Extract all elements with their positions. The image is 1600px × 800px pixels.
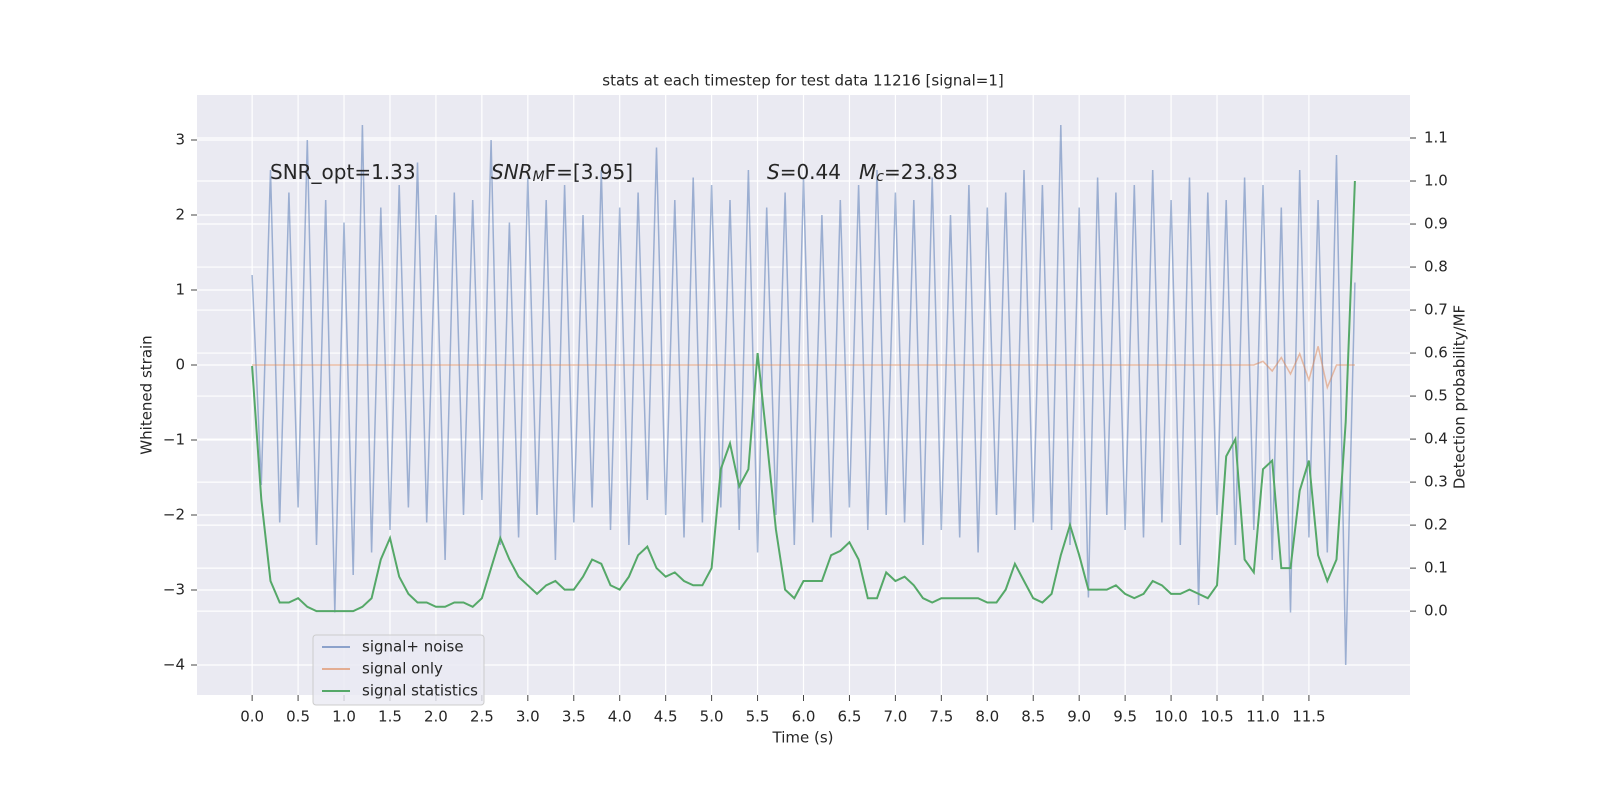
x-tick-label: 6.0 [792, 708, 816, 726]
annotation-part: F=[3.95] [545, 160, 633, 184]
legend-label: signal only [362, 660, 443, 678]
y2-tick-label: 0.0 [1424, 602, 1448, 620]
x-tick-label: 10.0 [1154, 708, 1187, 726]
y2-tick-label: 0.3 [1424, 473, 1448, 491]
annotation-part: M [533, 169, 545, 185]
y2-tick-label: 0.4 [1424, 430, 1448, 448]
x-tick-label: 1.5 [378, 708, 402, 726]
x-tick-label: 9.0 [1067, 708, 1091, 726]
y2-tick-label: 0.7 [1424, 301, 1448, 319]
y2-tick-label: 0.5 [1424, 387, 1448, 405]
x-tick-label: 8.0 [975, 708, 999, 726]
annotation: S=0.44 [767, 160, 841, 184]
x-tick-label: 4.0 [608, 708, 632, 726]
x-tick-label: 6.5 [838, 708, 862, 726]
x-tick-label: 3.0 [516, 708, 540, 726]
x-tick-label: 2.5 [470, 708, 494, 726]
y-tick-label: 3 [175, 131, 185, 149]
x-tick-label: 9.5 [1113, 708, 1137, 726]
annotation-part: =0.44 [780, 160, 841, 184]
y-tick-label: 0 [175, 356, 185, 374]
annotation-part: S [767, 160, 780, 184]
y-tick-label: 2 [175, 206, 185, 224]
annotation: Mc=23.83 [859, 160, 958, 186]
annotation: SNRMF=[3.95] [491, 160, 633, 186]
y2-axis-label: Detection probability/MF [1451, 305, 1469, 489]
y2-tick-label: 0.8 [1424, 258, 1448, 276]
series-line [251, 124, 1356, 666]
y2-tick-label: 1.1 [1424, 129, 1448, 147]
y-tick-label: −1 [163, 431, 185, 449]
x-tick-label: 1.0 [332, 708, 356, 726]
y2-tick-label: 1.0 [1424, 172, 1448, 190]
legend-box [312, 634, 485, 706]
annotation-part: =23.83 [884, 160, 958, 184]
x-tick-label: 0.0 [240, 708, 264, 726]
x-tick-label: 2.0 [424, 708, 448, 726]
y-tick-label: 1 [175, 281, 185, 299]
y2-tick-label: 0.6 [1424, 344, 1448, 362]
legend-label: signal statistics [362, 682, 478, 700]
y-tick-label: −4 [163, 656, 185, 674]
y2-tick-label: 0.2 [1424, 516, 1448, 534]
x-tick-label: 4.5 [654, 708, 678, 726]
x-axis-label: Time (s) [772, 729, 834, 747]
x-tick-label: 5.0 [700, 708, 724, 726]
x-tick-label: 11.5 [1292, 708, 1325, 726]
series-line [251, 180, 1356, 613]
annotation-part: M [859, 160, 876, 184]
annotation: SNR_opt=1.33 [270, 160, 416, 184]
annotation-part: SNR [491, 160, 533, 184]
x-tick-label: 8.5 [1021, 708, 1045, 726]
x-tick-label: 5.5 [746, 708, 770, 726]
series-line [252, 346, 1355, 390]
y-axis-label: Whitened strain [138, 335, 156, 454]
chart-title: stats at each timestep for test data 112… [602, 72, 1003, 90]
y-tick-label: −3 [163, 581, 185, 599]
annotation-part: SNR_opt=1.33 [270, 160, 416, 184]
x-tick-label: 11.0 [1246, 708, 1279, 726]
legend-label: signal+ noise [362, 638, 464, 656]
annotation-part: c [876, 169, 884, 185]
x-tick-label: 7.5 [929, 708, 953, 726]
x-tick-label: 10.5 [1200, 708, 1233, 726]
y2-tick-label: 0.9 [1424, 215, 1448, 233]
y2-tick-label: 0.1 [1424, 559, 1448, 577]
x-tick-label: 7.0 [883, 708, 907, 726]
x-tick-label: 0.5 [286, 708, 310, 726]
y-tick-label: −2 [163, 506, 185, 524]
x-tick-label: 3.5 [562, 708, 586, 726]
